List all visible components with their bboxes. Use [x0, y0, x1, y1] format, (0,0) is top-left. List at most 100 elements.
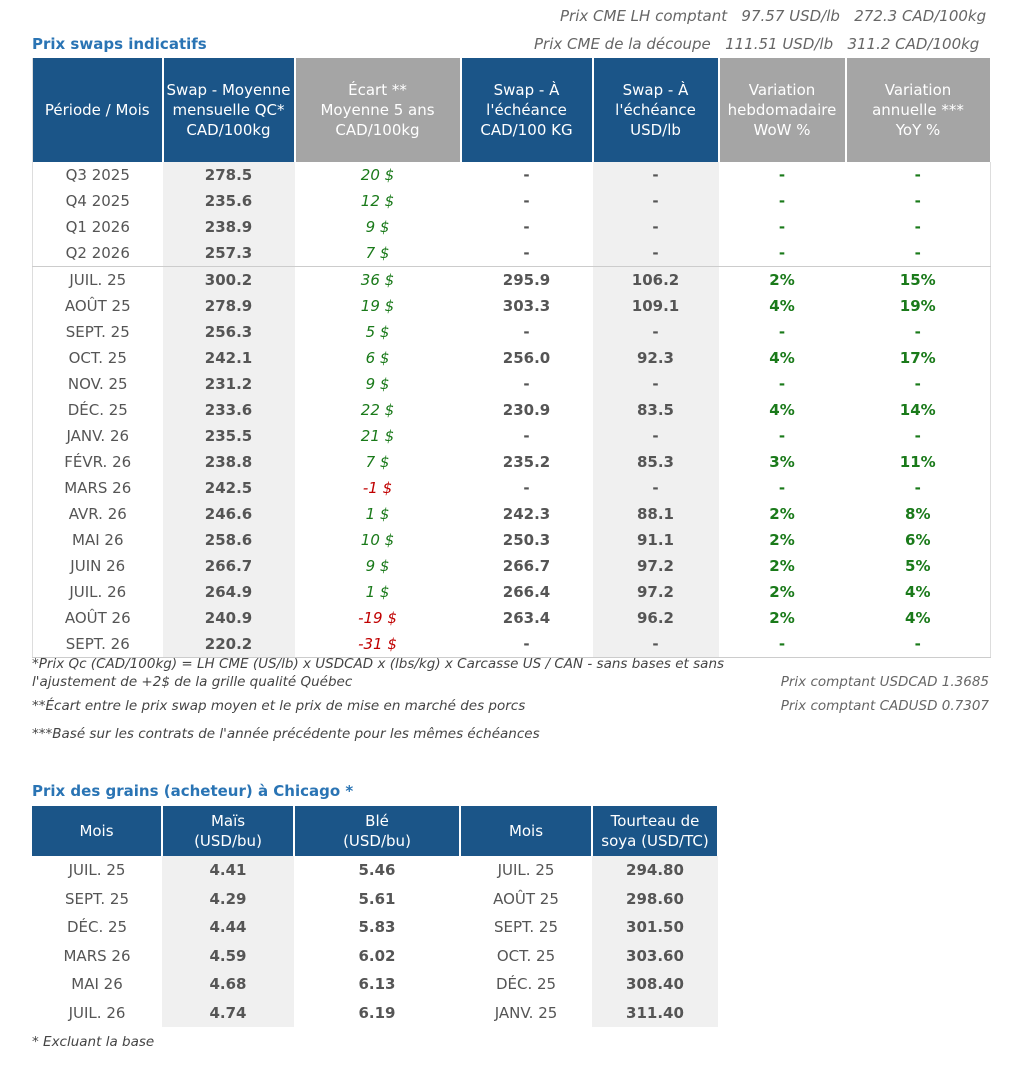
cell: 96.2 [592, 605, 719, 631]
cell: SEPT. 26 [65, 635, 130, 653]
header-cell: Variation hebdomadaire WoW % [718, 58, 847, 162]
row: Q2 2026 257.3 7 $ - - - - [33, 240, 991, 267]
cell: - [592, 214, 719, 240]
cell: 4.44 [162, 913, 294, 942]
fx-rate: Prix comptant USDCAD 1.3685 [780, 674, 989, 690]
cell: Q4 2025 [65, 192, 130, 210]
header-line: l'échéance [486, 101, 567, 119]
cell: 230.9 [502, 401, 551, 419]
header-line: Swap - À [493, 81, 560, 99]
cell: - [592, 631, 719, 658]
cme-label: Prix CME de la découpe [534, 35, 711, 53]
cell: MAI 26 [72, 531, 124, 549]
cell: 20 $ [360, 166, 395, 184]
cell: - [523, 323, 530, 341]
cell: 278.9 [162, 293, 295, 319]
cell: 240.9 [162, 605, 295, 631]
header-line: WoW % [753, 121, 811, 139]
cell: MAI 26 [71, 975, 123, 994]
cell: - [523, 166, 530, 184]
row: JUIL. 26 4.74 6.19 JANV. 25 311.40 [32, 998, 718, 1027]
cell: 264.9 [162, 579, 295, 605]
cell: JUIN 26 [70, 557, 126, 575]
cell: - [778, 244, 786, 262]
cell: 4.68 [162, 970, 294, 999]
cell: 1 $ [365, 505, 390, 523]
row: MAI 26 258.6 10 $ 250.3 91.1 2% 6% [33, 527, 991, 553]
row: DÉC. 25 4.44 5.83 SEPT. 25 301.50 [32, 913, 718, 942]
note: * Excluant la base [32, 1034, 155, 1050]
cell: 15% [845, 266, 991, 293]
cell: 109.1 [592, 293, 719, 319]
cell: MARS 26 [63, 946, 131, 965]
cell: - [523, 427, 530, 445]
cell: -19 $ [358, 609, 397, 627]
row: MARS 26 4.59 6.02 OCT. 25 303.60 [32, 941, 718, 970]
cell: 2% [769, 505, 795, 523]
header-line: CAD/100kg [335, 121, 420, 139]
cell: 5.46 [358, 861, 396, 880]
cell: - [592, 188, 719, 214]
header-line: l'échéance [615, 101, 696, 119]
cell: AOÛT 25 [64, 297, 131, 315]
cell: -31 $ [358, 635, 397, 653]
cell: JUIL. 26 [68, 1003, 126, 1022]
cell: - [523, 479, 530, 497]
cell: 97.2 [592, 553, 719, 579]
cell: 294.80 [592, 856, 718, 885]
cell: SEPT. 25 [65, 323, 130, 341]
fx-rate: Prix comptant CADUSD 0.7307 [780, 698, 989, 714]
cell: 4% [769, 401, 795, 419]
row: AOÛT 25 278.9 19 $ 303.3 109.1 4% 19% [33, 293, 991, 319]
header-row: Période / Mois Swap - Moyenne mensuelle QC… [32, 58, 992, 162]
cell: 6.19 [358, 1003, 396, 1022]
cell: JUIL. 26 [69, 583, 127, 601]
header-cell: Tourteau de soya (USD/TC) [592, 806, 719, 856]
row: JUIL. 25 4.41 5.46 JUIL. 25 294.80 [32, 856, 718, 885]
cell: 5% [905, 557, 931, 575]
cell: - [914, 192, 921, 210]
cell: - [778, 375, 786, 393]
cell: 278.5 [162, 162, 295, 188]
cell: 4% [769, 297, 795, 315]
cell: NOV. 25 [67, 375, 128, 393]
cell: - [592, 475, 719, 501]
header-row: Mois Maïs (USD/bu) Blé (USD/bu) Mois Tourteau … [32, 806, 719, 856]
cell: 83.5 [592, 397, 719, 423]
cell: - [914, 323, 921, 341]
cell: 220.2 [162, 631, 295, 658]
cell: - [592, 240, 719, 267]
cell: AVR. 26 [68, 505, 127, 523]
cell: 303.60 [592, 941, 718, 970]
section-title: Prix des grains (acheteur) à Chicago * [32, 782, 354, 800]
cell: 4% [905, 609, 931, 627]
cell: 7 $ [365, 453, 390, 471]
row: Q1 2026 238.9 9 $ - - - - [33, 214, 991, 240]
header-line: Variation [748, 81, 816, 99]
cell: JUIL. 25 [497, 861, 555, 880]
cell: 4.74 [162, 998, 294, 1027]
cell: 231.2 [162, 371, 295, 397]
cell: 6.02 [358, 946, 396, 965]
cme-usd: 97.57 USD/lb [741, 7, 840, 25]
cell: - [914, 427, 921, 445]
header-cell: Écart ** Moyenne 5 ans CAD/100kg [294, 58, 462, 162]
cell: JUIL. 25 [32, 266, 163, 293]
header-line: annuelle *** [872, 101, 964, 119]
header-line: Swap - À [622, 81, 689, 99]
cell: 303.3 [502, 297, 551, 315]
row: MARS 26 242.5 -1 $ - - - - [33, 475, 991, 501]
cme-line: Prix CME LH comptant 97.57 USD/lb 272.3 … [560, 7, 986, 25]
header-line: USD/lb [630, 121, 681, 139]
cell: Q3 2025 [65, 166, 130, 184]
cell: 257.3 [162, 240, 295, 267]
cell: 21 $ [360, 427, 395, 445]
header-line: CAD/100kg [186, 121, 271, 139]
cell: 2% [769, 609, 795, 627]
row: AOÛT 26 240.9 -19 $ 263.4 96.2 2% 4% [33, 605, 991, 631]
row: MAI 26 4.68 6.13 DÉC. 25 308.40 [32, 970, 718, 999]
cell: 88.1 [592, 501, 719, 527]
cell: 4.29 [162, 884, 294, 913]
note: ***Basé sur les contrats de l'année préc… [32, 726, 540, 742]
cme-usd: 111.51 USD/lb [725, 35, 834, 53]
